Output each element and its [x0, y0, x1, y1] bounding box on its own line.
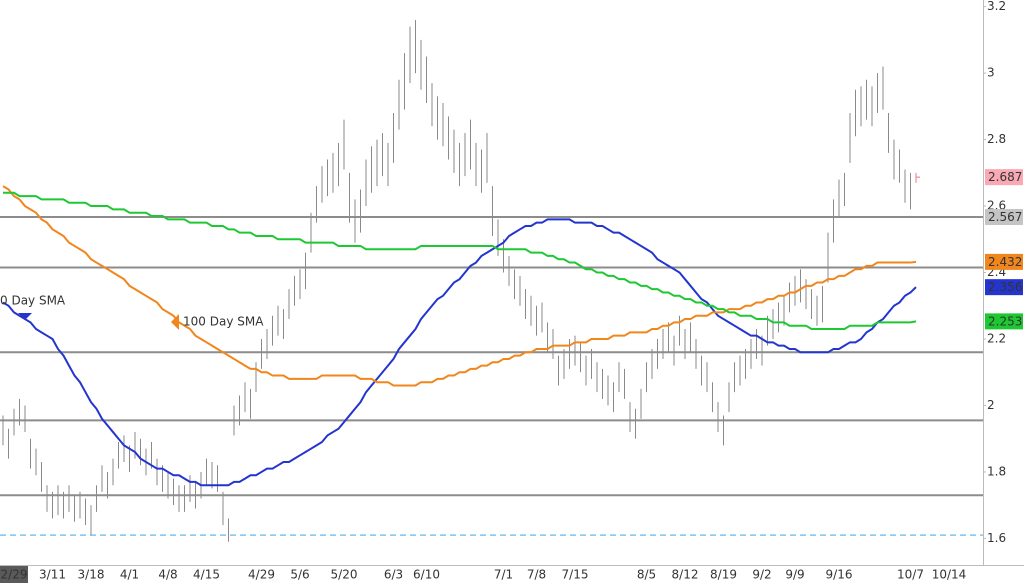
series-value-label: 2.253 [988, 314, 1022, 328]
x-tick-label: 7/8 [527, 568, 546, 582]
x-tick-label: 9/16 [826, 568, 853, 582]
moving-average-line [2, 218, 917, 487]
annotation-marker [18, 313, 32, 320]
x-tick-label: 7/15 [562, 568, 589, 582]
x-tick-label: 4/15 [193, 568, 220, 582]
x-tick-label: 3/18 [78, 568, 105, 582]
x-tick-label: 4/1 [120, 568, 139, 582]
x-tick-label: 4/29 [248, 568, 275, 582]
x-tick-label: 8/12 [672, 568, 699, 582]
annotation-marker [171, 314, 179, 330]
y-tick-label: 3.2 [987, 0, 1006, 13]
price-value-label-box [985, 169, 1023, 186]
series-value-label-box [985, 279, 1023, 296]
series-value-label: 2.356 [988, 280, 1022, 294]
x-tick-label: 7/1 [494, 568, 513, 582]
x-tick-label: 6/3 [384, 568, 403, 582]
x-tick-label: 2/29 [1, 568, 28, 582]
series-value-label: 2.432 [988, 255, 1022, 269]
x-label-highlight [0, 566, 28, 583]
x-tick-label: 8/19 [710, 568, 737, 582]
line-value-label-box [985, 209, 1023, 226]
y-tick-label: 2 [987, 398, 995, 412]
y-tick-label: 2.2 [987, 332, 1006, 346]
series-label: 0 Day SMA [0, 294, 66, 308]
x-tick-label: 5/6 [290, 568, 309, 582]
series-value-label-box [985, 253, 1023, 270]
y-tick-label: 1.8 [987, 464, 1006, 478]
x-tick-label: 8/5 [637, 568, 656, 582]
x-tick-label: 6/10 [413, 568, 440, 582]
x-tick-label: 10/7 [897, 568, 924, 582]
moving-average-line [2, 185, 917, 387]
x-tick-label: 9/2 [752, 568, 771, 582]
y-tick-label: 1.6 [987, 531, 1006, 545]
x-tick-label: 9/9 [785, 568, 804, 582]
x-tick-label: 5/20 [331, 568, 358, 582]
price-value-label: 2.687 [988, 170, 1022, 184]
series-label: 100 Day SMA [183, 315, 264, 329]
y-tick-label: 3 [987, 66, 995, 80]
x-tick-label: 4/8 [158, 568, 177, 582]
x-tick-label: 3/11 [39, 568, 66, 582]
x-tick-label: 10/14 [932, 568, 967, 582]
line-value-label: 2.567 [988, 210, 1022, 224]
moving-average-line [3, 191, 917, 331]
y-tick-label: 2.8 [987, 132, 1006, 146]
series-value-label-box [985, 313, 1023, 330]
